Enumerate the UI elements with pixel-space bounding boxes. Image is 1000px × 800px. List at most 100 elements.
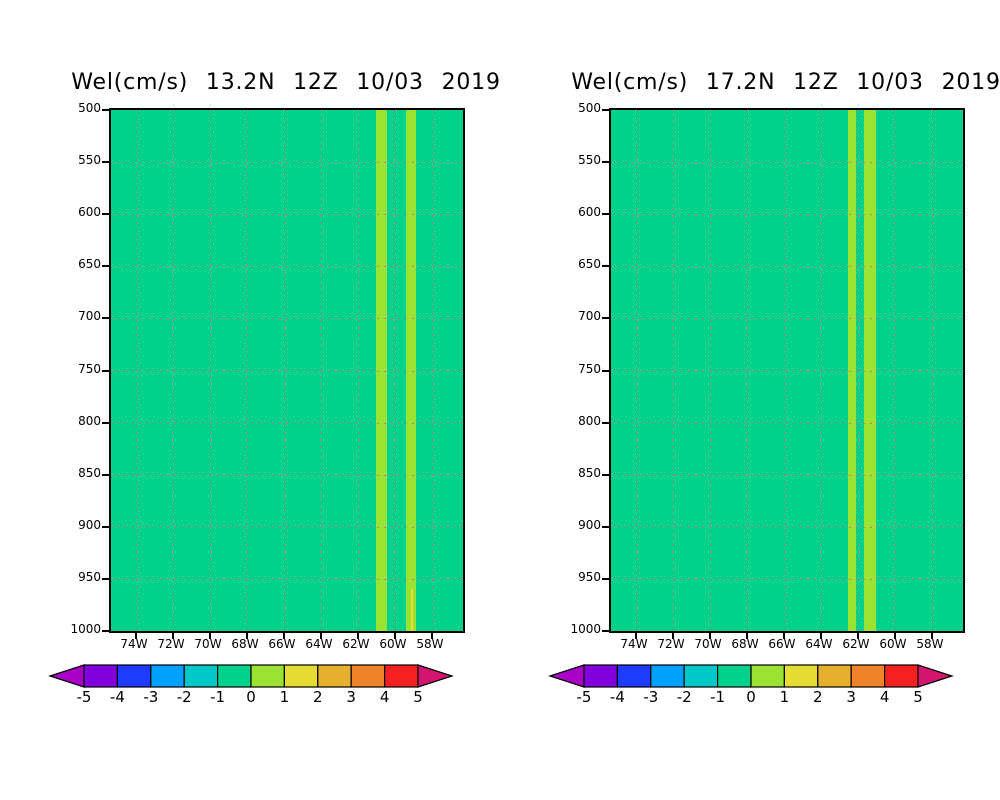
x-axis-tick bbox=[172, 633, 174, 639]
x-tick-label: 70W bbox=[194, 637, 222, 651]
y-axis-tick bbox=[602, 265, 609, 268]
y-axis-tick bbox=[602, 525, 609, 528]
plot-area-right bbox=[602, 108, 965, 639]
x-axis-tick bbox=[856, 633, 859, 639]
colorbar-box bbox=[283, 664, 319, 688]
colorbar-box bbox=[116, 664, 152, 688]
gridline-vertical bbox=[931, 110, 933, 631]
gridline-horizontal bbox=[111, 422, 463, 424]
y-tick-label: 950 bbox=[78, 569, 101, 584]
gridline-horizontal bbox=[611, 318, 963, 320]
y-axis-tick bbox=[102, 369, 109, 372]
gridline-horizontal bbox=[611, 214, 963, 216]
y-tick-label: 700 bbox=[578, 309, 601, 324]
colorbar-label: 5 bbox=[913, 688, 923, 706]
x-tick-label: 60W bbox=[379, 637, 407, 651]
colorbar-label: 3 bbox=[846, 688, 856, 706]
colorbar-right: -5 -4 -3 -2 -1 0 1 2 3 4 5 bbox=[548, 664, 954, 706]
gridline-vertical bbox=[283, 110, 285, 631]
y-tick-label: 700 bbox=[78, 309, 101, 324]
gridline-horizontal bbox=[611, 162, 963, 164]
gridline-vertical bbox=[894, 110, 896, 631]
y-tick-label: 600 bbox=[78, 205, 101, 220]
gridline-horizontal bbox=[611, 526, 963, 528]
y-axis-tick bbox=[102, 265, 109, 268]
x-axis-tick bbox=[393, 633, 396, 639]
colorbar-left-arrow bbox=[48, 664, 85, 688]
y-axis-tick bbox=[102, 525, 109, 528]
colorbar-box bbox=[217, 664, 252, 688]
y-tick-label: 650 bbox=[578, 257, 601, 272]
plot-area-left bbox=[102, 108, 465, 639]
gridline-vertical bbox=[857, 110, 859, 631]
y-tick-label: 900 bbox=[78, 517, 101, 532]
y-tick-label: 500 bbox=[78, 101, 101, 115]
x-axis-tick bbox=[356, 633, 359, 639]
y-tick-label: 800 bbox=[578, 413, 601, 428]
gridline-horizontal bbox=[111, 214, 463, 216]
colorbar-box bbox=[183, 664, 219, 688]
y-axis-tick bbox=[602, 161, 609, 164]
gridline-horizontal bbox=[611, 370, 963, 372]
contour-band bbox=[410, 589, 414, 631]
colorbar-label: 5 bbox=[413, 688, 423, 706]
y-tick-label: 650 bbox=[78, 257, 101, 272]
colorbar-right-arrow bbox=[417, 664, 454, 688]
chart-title-right: Wel(cm/s) 17.2N 12Z 10/03 2019 bbox=[571, 70, 1000, 95]
colorbar-label: 3 bbox=[346, 688, 356, 706]
gridline-vertical bbox=[747, 110, 748, 631]
colorbar-left: -5 -4 -3 -2 -1 0 1 2 3 4 5 bbox=[48, 664, 454, 706]
gridline-horizontal bbox=[611, 266, 963, 268]
y-axis-tick bbox=[602, 473, 609, 476]
gridline-vertical bbox=[136, 110, 137, 631]
colorbar-left-arrow bbox=[548, 664, 585, 688]
colorbar-box bbox=[317, 664, 352, 688]
x-axis-tick bbox=[746, 633, 748, 639]
y-axis-tick bbox=[602, 109, 609, 111]
y-tick-label: 1000 bbox=[570, 622, 601, 636]
colorbar-label: -3 bbox=[143, 688, 158, 706]
x-axis-tick bbox=[893, 633, 896, 639]
colorbar-box bbox=[350, 664, 386, 688]
x-tick-label: 74W bbox=[120, 637, 148, 651]
colorbar-box bbox=[583, 664, 619, 688]
gridline-vertical bbox=[320, 110, 322, 631]
x-tick-label: 66W bbox=[268, 637, 296, 651]
x-tick-label: 58W bbox=[916, 637, 944, 651]
x-axis-tick bbox=[135, 633, 137, 639]
colorbar-right-arrow bbox=[917, 664, 954, 688]
colorbar-box bbox=[150, 664, 185, 688]
panel-right: Wel(cm/s) 17.2N 12Z 10/03 2019 -5 -4 -3 -2-… bbox=[500, 0, 1000, 800]
y-axis-tick bbox=[102, 577, 109, 580]
y-axis-tick bbox=[602, 630, 609, 632]
colorbar-label: -1 bbox=[210, 688, 225, 706]
x-tick-label: 68W bbox=[231, 637, 259, 651]
x-tick-label: 62W bbox=[842, 637, 870, 651]
x-axis-tick bbox=[319, 633, 322, 639]
colorbar-box bbox=[884, 664, 919, 688]
colorbar-label: 2 bbox=[813, 688, 823, 706]
gridline-vertical bbox=[394, 110, 396, 631]
panel-left: Wel(cm/s) 13.2N 12Z 10/03 2019 -5 -4 -3 -2-… bbox=[48, 70, 500, 706]
colorbar-label: 0 bbox=[746, 688, 756, 706]
gridline-horizontal bbox=[111, 318, 463, 320]
gridline-horizontal bbox=[611, 422, 963, 424]
colorbar-label: -4 bbox=[110, 688, 125, 706]
x-axis-tick bbox=[209, 633, 211, 639]
gridline-horizontal bbox=[111, 578, 463, 580]
x-tick-label: 60W bbox=[879, 637, 907, 651]
y-axis-tick bbox=[602, 369, 609, 372]
gridline-horizontal bbox=[111, 266, 463, 268]
y-axis-tick bbox=[602, 421, 609, 424]
gridline-horizontal bbox=[111, 370, 463, 372]
gridline-vertical bbox=[357, 110, 359, 631]
gridline-vertical bbox=[173, 110, 174, 631]
gridline-vertical bbox=[820, 110, 822, 631]
gridline-horizontal bbox=[611, 578, 963, 580]
x-axis-tick bbox=[819, 633, 822, 639]
colorbar-box bbox=[384, 664, 419, 688]
gridline-vertical bbox=[783, 110, 785, 631]
colorbar-label: 4 bbox=[380, 688, 390, 706]
y-axis-tick bbox=[602, 317, 609, 320]
colorbar-label: -5 bbox=[577, 688, 592, 706]
